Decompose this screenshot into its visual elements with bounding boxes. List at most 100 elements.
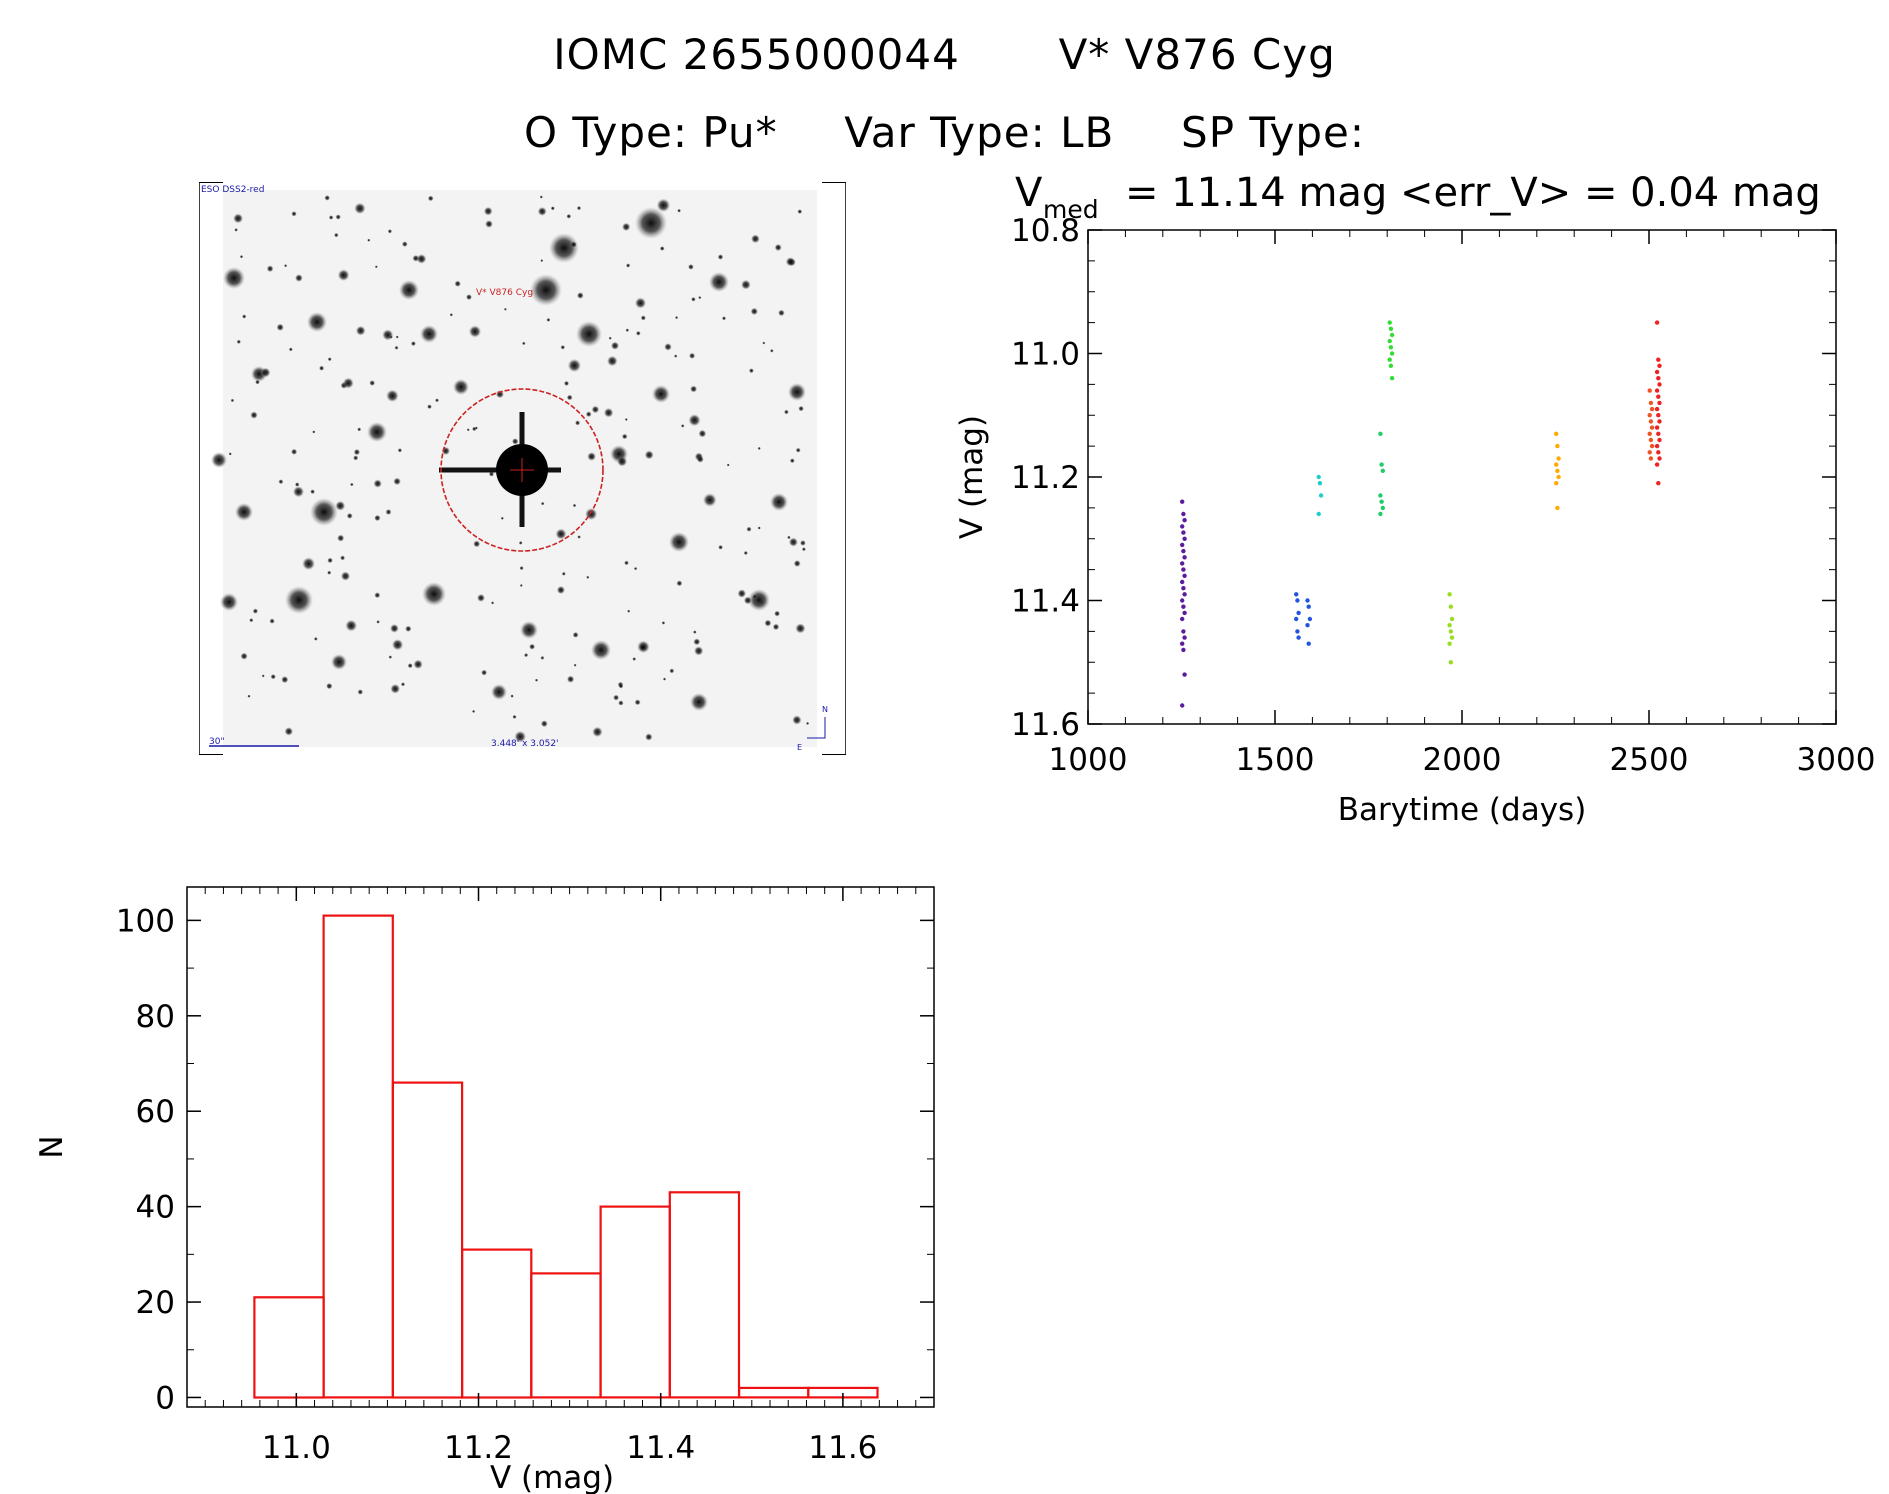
lc-point-g6 [1387,357,1392,362]
field-star [770,349,774,353]
lc-point-g8 [1555,443,1560,449]
field-star [427,195,434,202]
lc-point-g10 [1657,382,1662,387]
field-star [529,643,536,650]
lc-point-g1 [1181,604,1186,609]
field-star [449,313,453,317]
field-star [292,486,305,498]
field-star [233,213,244,224]
field-star [539,195,543,199]
field-star [386,389,399,403]
field-star [510,694,514,698]
field-star [466,428,470,432]
target-label: V* V876 Cyg [476,288,533,298]
field-star [625,328,630,332]
field-star [546,317,551,322]
field-star [644,450,654,460]
lc-point-g10 [1657,400,1662,406]
field-star [342,377,354,389]
field-star [676,580,683,587]
field-star [748,589,770,611]
field-star [328,215,334,220]
lc-point-g9 [1648,419,1654,424]
field-star [367,238,371,242]
histogram-bar [530,1272,602,1399]
field-star [281,676,289,684]
lc-point-g5 [1378,511,1383,517]
field-star [652,385,670,403]
lc-point-g10 [1654,369,1660,375]
lc-point-g7 [1449,616,1455,622]
field-star [624,418,628,421]
field-star [284,264,288,268]
lc-point-g1 [1182,518,1187,523]
lc-point-g1 [1181,586,1186,591]
field-star [585,411,592,418]
fov-label: 3.448' x 3.052' [491,739,559,749]
survey-label: ESO DSS2-red [201,185,264,195]
lc-point-g7 [1447,592,1452,597]
field-star [717,254,724,260]
field-star [625,263,631,268]
lc-point-g9 [1648,456,1654,461]
field-star [563,380,570,386]
lc-point-g8 [1555,468,1560,473]
field-star [787,535,791,540]
lc-point-g3 [1306,604,1311,609]
lc-point-g2 [1295,598,1300,603]
field-star [750,307,758,316]
lc-point-g6 [1388,326,1394,331]
field-star [675,316,679,320]
lc-point-g1 [1180,641,1185,646]
histogram-bars [253,914,879,1399]
field-star [566,213,572,219]
lc-point-g1 [1180,524,1185,529]
field-star [473,540,481,548]
lc-point-g10 [1656,431,1661,436]
field-star [534,678,539,682]
hist-xtick-label: 11.4 [626,1430,695,1466]
field-star [550,206,555,211]
field-star [291,211,297,217]
hist-xtick-label: 11.6 [808,1430,877,1466]
field-star [345,619,358,632]
field-star [278,479,284,485]
object-id: IOMC 2655000044 [553,30,960,79]
lc-point-g2 [1294,592,1299,597]
lc-point-g8 [1554,481,1559,486]
field-star [295,274,303,282]
field-star [410,341,416,347]
field-star [357,427,362,432]
field-star [570,241,577,248]
lc-point-g1 [1182,635,1187,640]
light-curve-ylabel: V (mag) [954,415,990,539]
lc-point-g1 [1182,592,1187,597]
lc-point-g3 [1305,598,1310,603]
light-curve-points [1180,320,1662,708]
field-star [793,560,801,567]
field-star [240,652,248,660]
lc-point-g10 [1656,394,1661,399]
field-star [453,379,469,395]
lc-point-g10 [1656,357,1661,362]
field-star [500,516,504,520]
lc-point-g4 [1318,493,1324,498]
compass [807,717,826,739]
hist-ytick-label: 40 [136,1190,175,1226]
field-star [591,640,611,660]
field-star [353,448,361,456]
lc-point-g6 [1389,376,1395,381]
lc-point-g6 [1387,338,1392,344]
light-curve-title: V med = 11.14 mag <err_V> = 0.04 mag [1015,170,1821,224]
field-star [230,398,235,403]
field-star [789,458,795,464]
field-star [759,600,764,604]
field-star [659,246,665,251]
field-star [369,380,376,386]
field-star [394,345,399,350]
field-star [413,659,423,669]
field-star [627,609,631,613]
histogram-bar [737,1386,810,1399]
field-star [607,355,618,367]
lc-ytick-label: 11.6 [1011,707,1080,743]
